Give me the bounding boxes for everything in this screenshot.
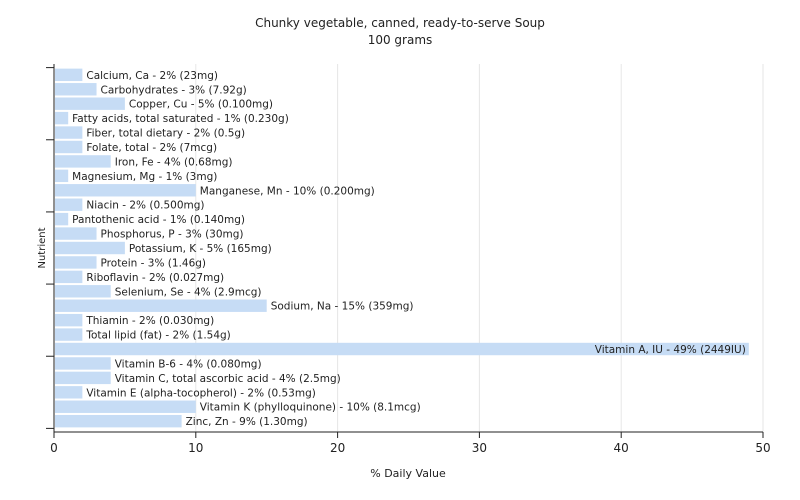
bar-label: Fiber, total dietary - 2% (0.5g)	[86, 128, 245, 140]
grid-layer	[195, 64, 764, 432]
x-axis-label: % Daily Value	[370, 467, 446, 480]
bar	[55, 184, 196, 197]
bar-label: Selenium, Se - 4% (2.9mcg)	[115, 286, 262, 298]
bar	[55, 371, 111, 385]
bar-label: Thiamin - 2% (0.030mg)	[85, 315, 214, 327]
bar	[55, 285, 111, 298]
bar	[55, 313, 83, 327]
bar-label: Copper, Cu - 5% (0.100mg)	[129, 99, 273, 111]
bar-label: Niacin - 2% (0.500mg)	[86, 200, 204, 212]
bar	[55, 400, 196, 413]
bar-label: Phosphorus, P - 3% (30mg)	[101, 229, 244, 241]
bar-label: Fatty acids, total saturated - 1% (0.230…	[72, 113, 289, 125]
bar-label: Protein - 3% (1.46g)	[101, 257, 207, 269]
bar	[55, 270, 83, 284]
bar-label: Vitamin B-6 - 4% (0.080mg)	[115, 358, 262, 370]
bar-label: Iron, Fe - 4% (0.68mg)	[115, 156, 233, 168]
bar-label: Pantothenic acid - 1% (0.140mg)	[72, 214, 245, 226]
bar-label: Zinc, Zn - 9% (1.30mg)	[186, 416, 308, 428]
bar	[55, 198, 83, 211]
x-tick-label: 40	[614, 441, 629, 455]
bar	[55, 83, 97, 96]
bar	[55, 140, 83, 154]
bar	[55, 386, 83, 399]
bar-label: Calcium, Ca - 2% (23mg)	[86, 70, 218, 82]
y-axis-label: Nutrient	[37, 227, 48, 268]
bar-label: Total lipid (fat) - 2% (1.54g)	[85, 330, 230, 342]
bar	[55, 299, 267, 312]
x-tick-label: 0	[50, 441, 58, 455]
x-tick-label: 50	[755, 441, 770, 455]
bar	[55, 169, 69, 183]
x-tick-label: 10	[188, 441, 203, 455]
bar-layer: Calcium, Ca - 2% (23mg) Carbohydrates - 3…	[55, 68, 749, 428]
bar-label: Carbohydrates - 3% (7.92g)	[101, 84, 247, 96]
bar	[55, 227, 97, 240]
bar	[55, 97, 125, 110]
x-tick-label: 30	[472, 441, 487, 455]
bar-label: Vitamin C, total ascorbic acid - 4% (2.5…	[115, 373, 341, 385]
bar	[55, 155, 111, 168]
bar-label: Riboflavin - 2% (0.027mg)	[86, 272, 224, 284]
bar	[55, 68, 83, 82]
x-tick-label: 20	[330, 441, 345, 455]
bar-label: Vitamin E (alpha-tocopherol) - 2% (0.53m…	[86, 387, 315, 399]
axis-layer: 0 10 20 30 40 50	[46, 64, 771, 455]
bar-label: Sodium, Na - 15% (359mg)	[271, 301, 414, 313]
bar-label: Manganese, Mn - 10% (0.200mg)	[200, 185, 375, 197]
bar	[55, 342, 749, 356]
bar-label: Potassium, K - 5% (165mg)	[129, 243, 272, 255]
bar	[55, 241, 125, 255]
bar	[55, 357, 111, 370]
bar	[55, 126, 83, 139]
bar-label: Magnesium, Mg - 1% (3mg)	[72, 171, 217, 183]
bar-label: Vitamin K (phylloquinone) - 10% (8.1mcg)	[200, 402, 421, 414]
bar	[55, 256, 97, 269]
chart-subtitle: 100 grams	[367, 33, 433, 47]
bar	[55, 212, 69, 226]
bar-label: Vitamin A, IU - 49% (2449IU)	[595, 344, 746, 356]
bar	[55, 111, 69, 125]
bar-label: Folate, total - 2% (7mcg)	[86, 142, 217, 154]
bar	[55, 414, 182, 428]
chart-title: Chunky vegetable, canned, ready-to-serve…	[255, 16, 545, 30]
bar	[55, 328, 83, 341]
